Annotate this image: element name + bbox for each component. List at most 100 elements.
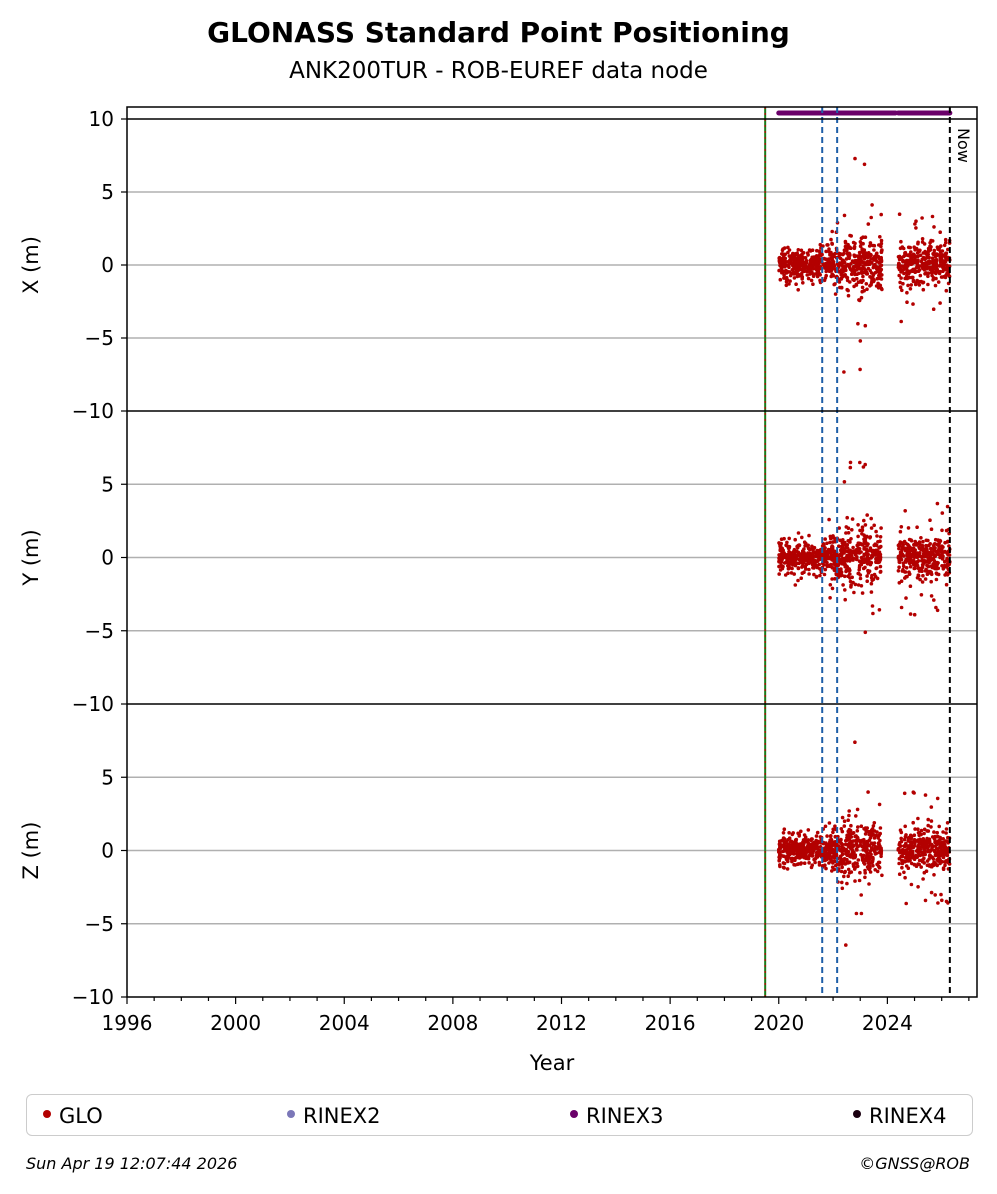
glo-point <box>850 517 855 521</box>
glo-point <box>923 898 928 903</box>
glo-point <box>858 339 863 343</box>
glo-point <box>897 581 902 585</box>
glo-point <box>815 274 820 279</box>
glo-point <box>933 554 937 558</box>
glo-point <box>842 480 847 484</box>
glo-point <box>897 846 901 851</box>
glo-point <box>897 261 901 266</box>
glo-point <box>853 582 858 587</box>
glo-point <box>941 837 945 841</box>
glo-point <box>899 605 904 610</box>
glo-point <box>854 847 859 851</box>
glo-point <box>847 813 851 818</box>
glo-point <box>799 850 803 854</box>
glo-point <box>935 796 940 801</box>
glo-point <box>874 529 878 534</box>
glo-point <box>855 807 860 812</box>
glo-point <box>899 276 903 280</box>
glo-point <box>909 257 914 262</box>
glo-point <box>935 858 939 862</box>
glo-point <box>860 247 864 251</box>
glo-point <box>780 269 785 273</box>
glo-point <box>782 262 787 266</box>
glo-point <box>874 284 879 288</box>
glo-point <box>832 559 836 564</box>
glo-point <box>901 561 906 565</box>
glo-point <box>858 576 863 581</box>
glo-point <box>815 850 819 855</box>
glo-point <box>840 260 845 265</box>
glo-point <box>869 833 874 838</box>
glo-point <box>853 551 857 556</box>
glo-point <box>798 255 802 260</box>
glo-point <box>813 842 818 846</box>
glo-point <box>899 550 904 555</box>
glo-point <box>915 563 920 568</box>
glo-point <box>828 564 832 568</box>
glo-point <box>898 280 902 285</box>
glo-point <box>788 840 793 844</box>
glo-point <box>845 515 849 520</box>
glo-point <box>800 274 804 279</box>
glo-point <box>780 551 785 556</box>
glo-point <box>849 246 853 250</box>
glo-point <box>908 612 913 616</box>
glo-point <box>908 564 913 569</box>
glo-point <box>922 870 927 875</box>
glo-point <box>900 858 904 863</box>
glo-point <box>943 237 948 242</box>
glo-point <box>917 862 921 867</box>
glo-point <box>943 863 947 868</box>
glo-point <box>872 263 876 268</box>
glo-point <box>851 843 855 847</box>
glo-point <box>899 255 904 260</box>
glo-point <box>923 577 928 581</box>
legend-item-glo: GLO <box>43 1104 103 1128</box>
glo-point <box>938 842 942 847</box>
glo-point <box>860 591 865 595</box>
glo-point <box>866 552 870 557</box>
glo-point <box>874 560 878 564</box>
glo-point <box>841 559 845 563</box>
glo-point <box>926 274 930 279</box>
glo-point <box>868 547 873 552</box>
glo-point <box>790 832 795 837</box>
glo-point <box>865 826 869 830</box>
glo-point <box>837 280 842 284</box>
glo-point <box>864 548 869 552</box>
glo-point <box>898 844 903 848</box>
glo-point <box>828 253 832 257</box>
glo-point <box>920 547 925 552</box>
glo-point <box>930 862 935 867</box>
glo-point <box>859 295 864 300</box>
glo-point <box>859 555 864 560</box>
glo-point <box>804 567 808 571</box>
glo-point <box>943 259 948 264</box>
glo-point <box>852 590 856 595</box>
glo-point <box>858 870 862 875</box>
glo-point <box>929 890 934 895</box>
glo-point <box>861 274 865 279</box>
glo-point <box>941 830 945 834</box>
timestamp: Sun Apr 19 12:07:44 2026 <box>26 1154 238 1173</box>
glo-point <box>916 827 920 831</box>
glo-point <box>901 281 905 286</box>
glo-point <box>840 829 845 834</box>
glo-point <box>866 568 870 573</box>
glo-point <box>802 550 806 555</box>
glo-point <box>812 259 816 264</box>
glo-point <box>935 608 940 613</box>
glo-point <box>831 830 835 835</box>
glo-point <box>853 879 857 883</box>
glo-point <box>777 572 781 576</box>
glo-point <box>913 222 917 226</box>
glo-point <box>840 857 844 862</box>
glo-point <box>904 557 908 562</box>
glo-point <box>784 275 789 280</box>
glo-point <box>897 560 902 564</box>
glo-point <box>858 367 862 372</box>
glo-point <box>920 216 924 220</box>
glo-point <box>854 557 859 561</box>
glo-point <box>932 848 937 853</box>
glo-point <box>792 276 797 280</box>
